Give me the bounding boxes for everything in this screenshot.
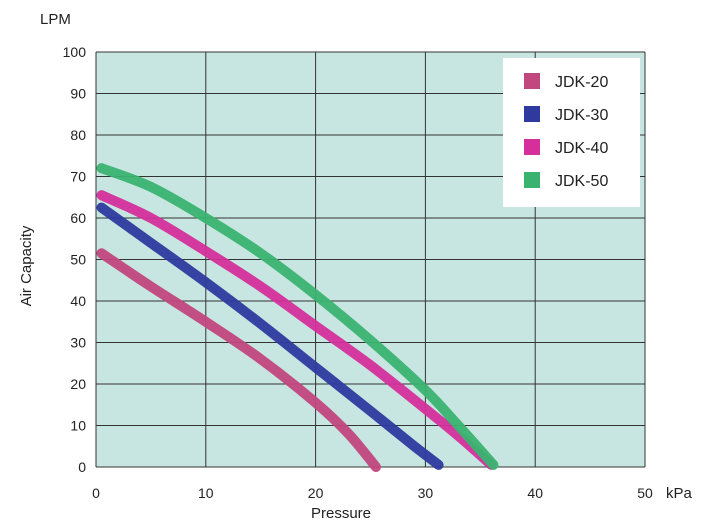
legend-label-jdk-40: JDK-40 <box>555 140 608 157</box>
legend: JDK-20 JDK-30 JDK-40 JDK-50 <box>503 58 640 207</box>
x-tick-label: 0 <box>92 485 100 501</box>
y-tick-label: 80 <box>70 127 86 143</box>
y-tick-label: 70 <box>70 169 86 185</box>
y-unit-label: LPM <box>40 11 71 28</box>
y-tick-labels: 0 10 20 30 40 50 60 70 80 90 100 <box>63 44 87 475</box>
y-tick-label: 20 <box>70 376 86 392</box>
legend-label-jdk-30: JDK-30 <box>555 107 608 124</box>
x-tick-label: 50 <box>637 485 653 501</box>
y-tick-label: 0 <box>78 459 86 475</box>
series-layer <box>96 163 499 472</box>
series-line-jdk-40 <box>96 190 497 470</box>
legend-label-jdk-20: JDK-20 <box>555 74 608 91</box>
y-tick-label: 100 <box>63 44 87 60</box>
y-tick-label: 90 <box>70 86 86 102</box>
x-tick-label: 40 <box>527 485 543 501</box>
legend-swatch-jdk-30 <box>524 106 540 122</box>
series-line-jdk-30 <box>96 202 444 470</box>
y-tick-label: 60 <box>70 210 86 226</box>
x-axis-title: Pressure <box>311 505 371 522</box>
y-tick-label: 30 <box>70 335 86 351</box>
x-tick-label: 30 <box>418 485 434 501</box>
series-line-jdk-20 <box>96 248 381 472</box>
y-axis-title: Air Capacity <box>18 225 35 306</box>
legend-items: JDK-20 JDK-30 JDK-40 JDK-50 <box>524 73 608 190</box>
legend-swatch-jdk-50 <box>524 172 540 188</box>
y-tick-label: 40 <box>70 293 86 309</box>
x-tick-label: 10 <box>198 485 214 501</box>
y-tick-label: 10 <box>70 418 86 434</box>
series-line-jdk-50 <box>96 163 499 470</box>
legend-swatch-jdk-20 <box>524 73 540 89</box>
legend-label-jdk-50: JDK-50 <box>555 173 608 190</box>
x-unit-label: kPa <box>666 485 693 502</box>
legend-swatch-jdk-40 <box>524 139 540 155</box>
x-tick-labels: 0 10 20 30 40 50 <box>92 485 653 501</box>
x-tick-label: 20 <box>308 485 324 501</box>
y-tick-label: 50 <box>70 252 86 268</box>
